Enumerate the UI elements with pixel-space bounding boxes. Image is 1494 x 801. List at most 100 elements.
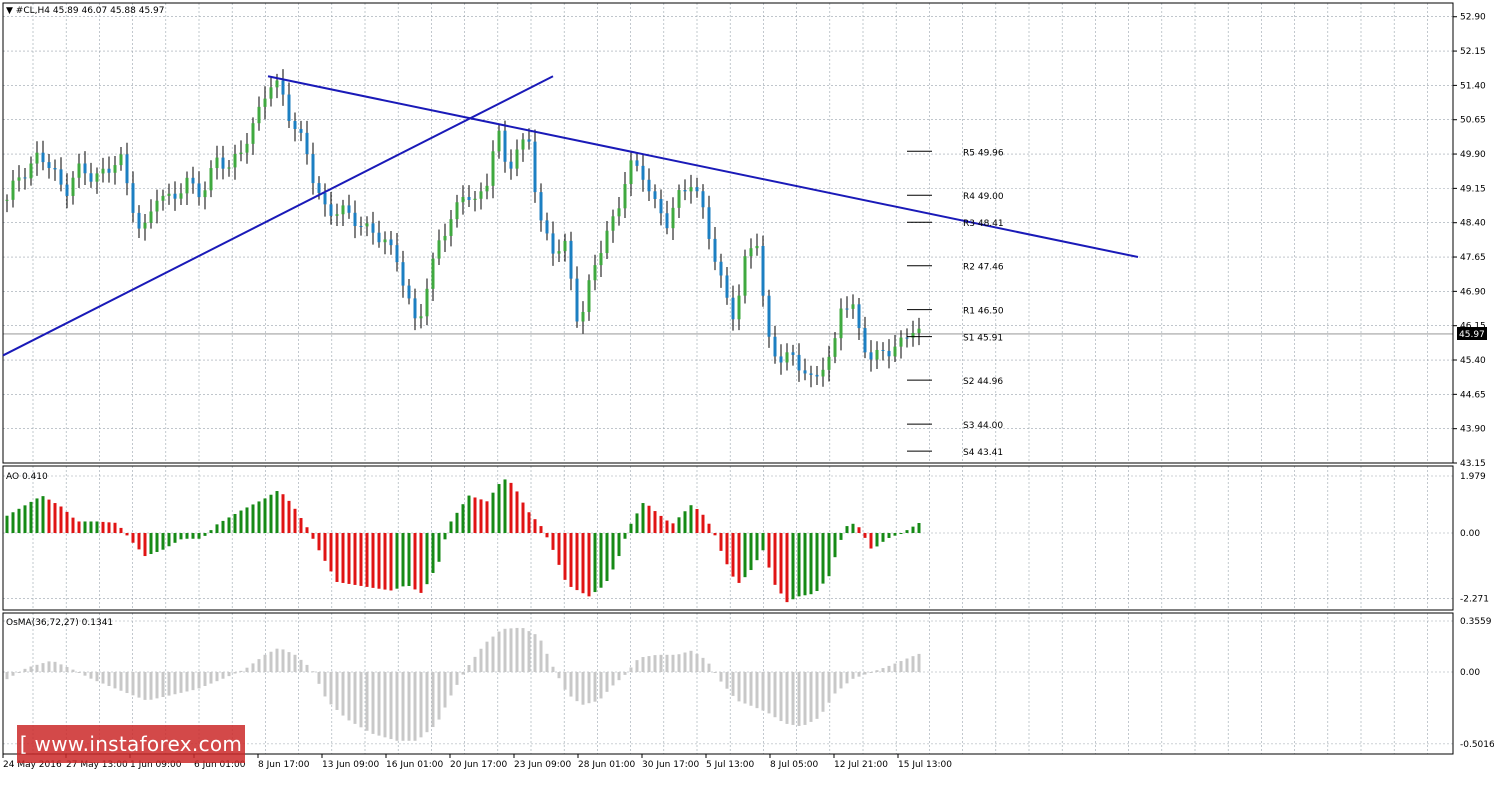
ao-bar: [761, 533, 765, 551]
trendline-rising[interactable]: [2, 75, 554, 357]
candle-up: [521, 139, 525, 150]
osma-bar: [617, 672, 621, 681]
ao-bar: [581, 533, 585, 594]
ao-bar: [287, 500, 291, 533]
osma-bar: [707, 663, 711, 672]
osma-bar: [137, 672, 141, 698]
osma-bar: [59, 664, 63, 672]
candle-up: [5, 199, 9, 201]
level-label: S2 44.96: [963, 377, 1003, 387]
osma-tick-label: 0.3559: [1460, 617, 1492, 627]
ao-bar: [371, 533, 375, 588]
x-tick-label: 6 Jun 01:00: [194, 760, 246, 770]
osma-bar: [731, 672, 735, 696]
ao-bar: [23, 505, 27, 533]
ao-bar: [491, 492, 495, 533]
ao-bar: [461, 504, 465, 533]
ao-bar: [713, 533, 717, 536]
ao-bar: [233, 513, 237, 533]
candle-down: [683, 190, 687, 192]
ao-bar: [323, 533, 327, 561]
ao-bar: [887, 533, 891, 538]
osma-bar: [443, 672, 447, 708]
ao-bar: [707, 523, 711, 533]
osma-bar: [53, 661, 57, 672]
candle-up: [17, 177, 21, 181]
ao-histogram: [5, 479, 921, 603]
osma-bar: [641, 657, 645, 672]
candle-down: [353, 212, 357, 227]
candle-down: [647, 179, 651, 192]
ao-bar: [125, 533, 129, 536]
ao-bar: [575, 533, 579, 591]
candle-up: [269, 87, 273, 99]
x-tick-label: 30 Jun 17:00: [642, 760, 699, 770]
candle-down: [395, 245, 399, 263]
candle-up: [479, 191, 483, 199]
ao-bar: [695, 508, 699, 533]
y-tick-label: 44.65: [1460, 390, 1486, 400]
candle-down: [293, 120, 297, 129]
support-resistance-levels: R5 49.96 R4 49.00 R3 48.41 R2 47.46 R1 46.50…: [907, 148, 1004, 458]
ao-bar: [107, 522, 111, 533]
candle-up: [185, 177, 189, 194]
candle-up: [893, 346, 897, 357]
candle-down: [887, 350, 891, 357]
y-tick-label: 52.15: [1460, 47, 1486, 57]
y-tick-label: 47.65: [1460, 253, 1486, 263]
osma-bar: [659, 654, 663, 672]
osma-bar: [491, 636, 495, 672]
ao-bar: [389, 533, 393, 591]
ao-panel-label: AO 0.410: [6, 472, 48, 482]
ao-bar: [113, 522, 117, 533]
candle-down: [719, 261, 723, 276]
candle-up: [419, 316, 423, 319]
candle-up: [275, 80, 279, 88]
candle-up: [581, 311, 585, 322]
osma-bar: [743, 672, 747, 704]
osma-bar: [419, 672, 423, 738]
level-label: R2 47.46: [963, 263, 1004, 273]
osma-bar: [821, 672, 825, 712]
candle-down: [503, 130, 507, 162]
osma-bar: [803, 672, 807, 725]
osma-bar: [575, 672, 579, 702]
panel-frame: [2, 2, 1454, 464]
y-tick-label: 46.15: [1460, 322, 1486, 332]
ao-bar: [353, 533, 357, 585]
osma-bar: [407, 672, 411, 741]
ao-bar: [863, 533, 867, 538]
ao-bar: [383, 533, 387, 590]
osma-bar: [95, 672, 99, 682]
ao-bar: [59, 506, 63, 533]
ao-bar: [311, 533, 315, 539]
osma-bar: [683, 652, 687, 672]
candle-down: [317, 183, 321, 193]
ao-bar: [197, 533, 201, 539]
candle-up: [617, 208, 621, 217]
ao-bar: [665, 520, 669, 533]
ao-bar: [299, 518, 303, 533]
osma-bar: [311, 671, 315, 673]
x-tick-label: 12 Jul 21:00: [834, 760, 888, 770]
ao-bar: [839, 533, 843, 540]
ao-bar: [767, 533, 771, 568]
osma-bar: [23, 668, 27, 672]
ao-bar: [173, 533, 177, 543]
candle-down: [653, 191, 657, 199]
level-label: R4 49.00: [963, 192, 1004, 202]
ao-bar: [611, 533, 615, 570]
ao-bar: [689, 505, 693, 533]
ao-bar: [563, 533, 567, 580]
osma-bar: [17, 672, 21, 673]
ao-bar: [347, 533, 351, 584]
y-tick-label: 52.90: [1460, 13, 1486, 23]
ao-bar: [521, 502, 525, 533]
price-candles: [5, 69, 921, 388]
osma-bar: [521, 628, 525, 672]
candle-up: [431, 258, 435, 289]
osma-bar: [149, 672, 153, 700]
osma-bar: [533, 634, 537, 672]
candle-down: [713, 238, 717, 262]
trendline-falling[interactable]: [267, 75, 1139, 259]
